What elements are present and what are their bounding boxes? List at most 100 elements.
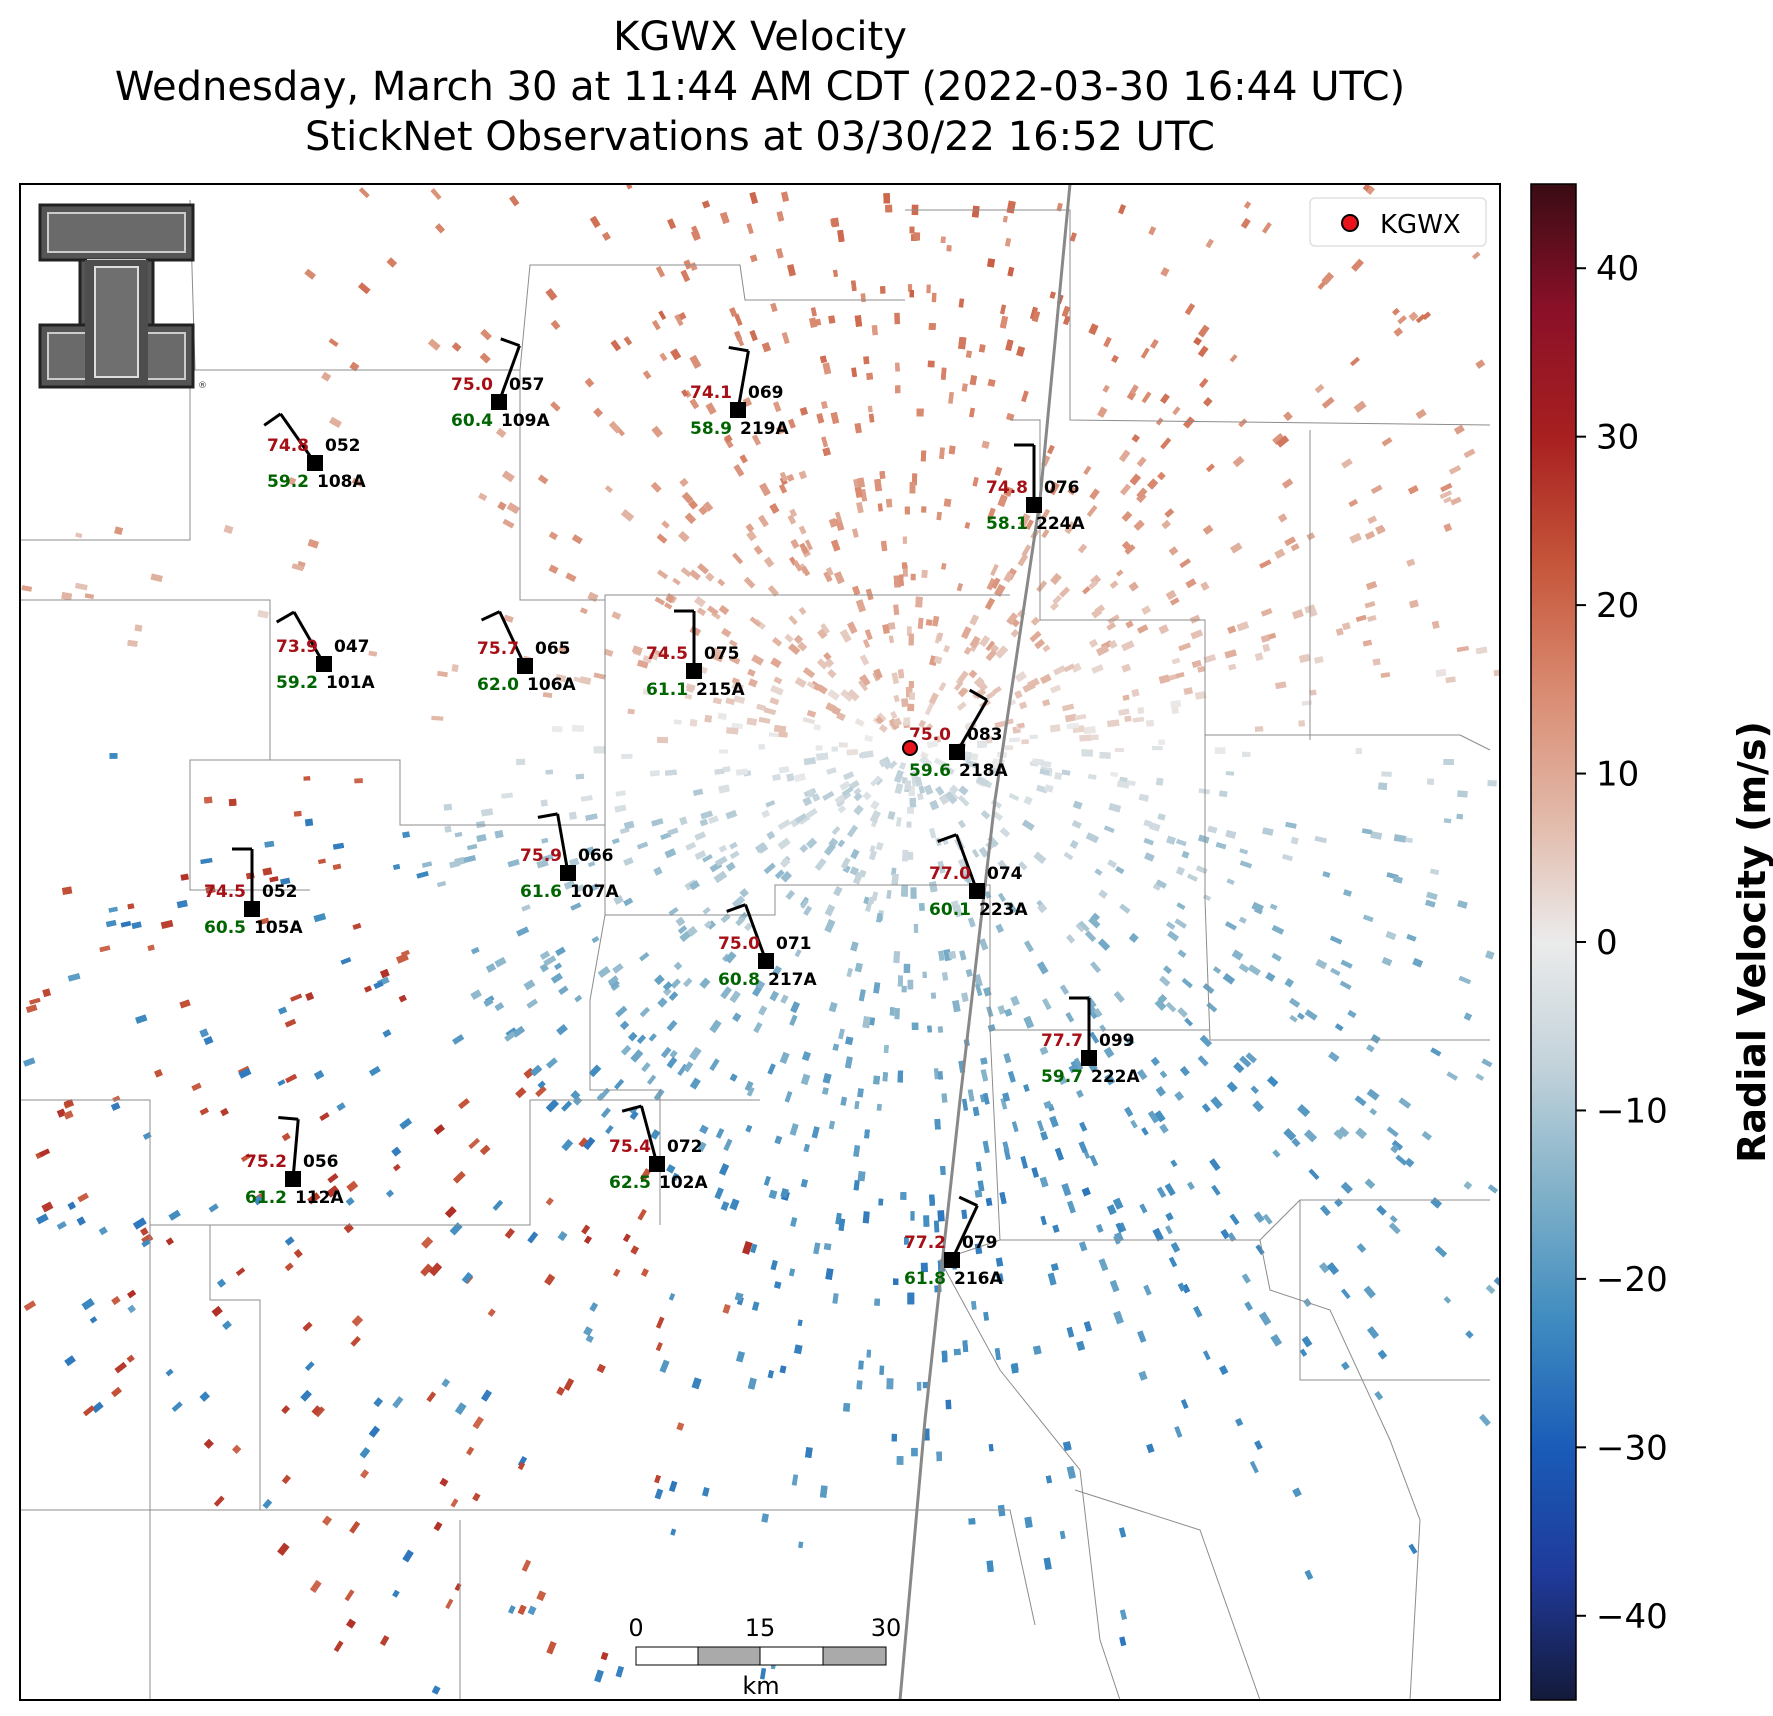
title-line-2: Wednesday, March 30 at 11:44 AM CDT (202… [114, 64, 1406, 110]
station-wind-direction: 075 [704, 644, 740, 664]
station-id: 109A [501, 411, 550, 431]
colorbar: 40 30 20 10 0 −10 −20 −30 −40 Radial Velocity (m… [1530, 183, 1773, 1701]
colorbar-bar [1530, 183, 1577, 1701]
station-temperature: 74.5 [646, 644, 688, 664]
texas-tech-logo: ® [38, 203, 207, 391]
station-dewpoint: 60.1 [929, 900, 971, 920]
wind-barb-staff [955, 699, 989, 753]
station-temperature: 75.9 [520, 846, 562, 866]
station-dewpoint: 61.8 [904, 1269, 946, 1289]
station-102A: 75.4 072 62.5 102A [609, 1104, 708, 1193]
station-wind-direction: 066 [578, 846, 614, 866]
station-temperature: 75.7 [477, 639, 519, 659]
colorbar-tick-label: −10 [1596, 1091, 1668, 1131]
station-wind-direction: 083 [967, 725, 1003, 745]
station-temperature: 74.8 [986, 478, 1028, 498]
scale-bar: 0 15 30 km [628, 1614, 901, 1700]
station-dewpoint: 60.5 [204, 918, 246, 938]
station-dewpoint: 62.0 [477, 675, 519, 695]
station-temperature: 77.0 [929, 864, 971, 884]
station-temperature: 74.5 [204, 882, 246, 902]
station-marker [316, 656, 332, 672]
wind-barb-staff [556, 813, 570, 874]
legend: KGWX [1309, 197, 1487, 247]
station-wind-direction: 056 [303, 1152, 339, 1172]
highway-line [898, 184, 1072, 1700]
station-marker [944, 1252, 960, 1268]
station-temperature: 75.0 [909, 725, 951, 745]
station-id: 222A [1091, 1067, 1140, 1087]
station-108A: 74.8 052 59.2 108A [263, 412, 366, 492]
station-107A: 75.9 066 61.6 107A [520, 812, 619, 902]
station-temperature: 73.9 [276, 637, 318, 657]
station-marker [285, 1171, 301, 1187]
station-temperature: 75.4 [609, 1137, 651, 1157]
station-dewpoint: 59.2 [267, 472, 309, 492]
title-line-1: KGWX Velocity [613, 14, 907, 60]
wind-barb-flag [726, 903, 746, 913]
station-id: 101A [326, 673, 375, 693]
station-wind-direction: 071 [776, 934, 812, 954]
station-105A: 74.5 052 60.5 105A [204, 847, 303, 938]
station-marker [686, 663, 702, 679]
radar-site-marker [898, 736, 922, 760]
station-219A: 74.1 069 58.9 219A [690, 345, 789, 439]
station-temperature: 75.0 [718, 934, 760, 954]
station-222A: 77.7 099 59.7 222A [1041, 996, 1140, 1087]
station-id: 216A [954, 1269, 1003, 1289]
svg-text:®: ® [198, 381, 207, 391]
wind-barb-flag [278, 1115, 299, 1121]
wind-barb-staff [498, 610, 527, 667]
map-frame [19, 183, 1501, 1701]
scale-label-15: 15 [745, 1614, 776, 1642]
station-marker [649, 1156, 665, 1172]
wind-barb-flag [621, 1104, 642, 1113]
station-id: 217A [768, 970, 817, 990]
radar-velocity-field [21, 184, 1500, 1695]
station-id: 219A [740, 419, 789, 439]
colorbar-ticks: 40 30 20 10 0 −10 −20 −30 −40 [1576, 249, 1668, 1637]
station-215A: 74.5 075 61.1 215A [646, 609, 745, 700]
station-216A: 77.2 079 61.8 216A [904, 1195, 1003, 1289]
station-marker [758, 953, 774, 969]
station-marker [1026, 497, 1042, 513]
wind-barb-flag [263, 412, 282, 427]
station-marker [730, 402, 746, 418]
station-id: 106A [527, 675, 576, 695]
station-dewpoint: 58.1 [986, 514, 1028, 534]
colorbar-tick-label: 40 [1596, 249, 1639, 289]
colorbar-tick-label: 30 [1596, 418, 1639, 458]
wind-barb-staff [497, 345, 521, 403]
station-marker [307, 455, 323, 471]
station-dewpoint: 60.4 [451, 411, 493, 431]
station-wind-direction: 069 [748, 383, 784, 403]
wind-barb-staff [744, 904, 768, 962]
station-id: 108A [317, 472, 366, 492]
station-224A: 74.8 076 58.1 224A [986, 443, 1085, 534]
wind-barb-flag [728, 345, 749, 353]
scale-unit: km [742, 1672, 779, 1700]
station-wind-direction: 072 [667, 1137, 703, 1157]
station-wind-direction: 076 [1044, 478, 1080, 498]
station-dewpoint: 61.6 [520, 882, 562, 902]
station-marker [560, 865, 576, 881]
colorbar-tick-label: −20 [1596, 1260, 1668, 1300]
wind-barb-flag [937, 833, 957, 843]
colorbar-tick-label: 10 [1596, 755, 1639, 795]
station-wind-direction: 052 [325, 436, 361, 456]
station-id: 105A [254, 918, 303, 938]
station-marker [949, 744, 965, 760]
station-dewpoint: 61.1 [646, 680, 688, 700]
station-id: 218A [959, 761, 1008, 781]
station-223A: 77.0 074 60.1 223A [929, 833, 1028, 920]
station-101A: 73.9 047 59.2 101A [275, 610, 375, 693]
title-line-3: StickNet Observations at 03/30/22 16:52 … [305, 114, 1215, 160]
wind-barb-staff [736, 350, 750, 411]
colorbar-tick-label: −40 [1596, 1597, 1668, 1637]
station-marker [244, 901, 260, 917]
wind-barb-staff [955, 834, 979, 892]
wind-barb-flag [537, 812, 558, 819]
scale-label-0: 0 [628, 1614, 643, 1642]
scale-label-30: 30 [871, 1614, 902, 1642]
